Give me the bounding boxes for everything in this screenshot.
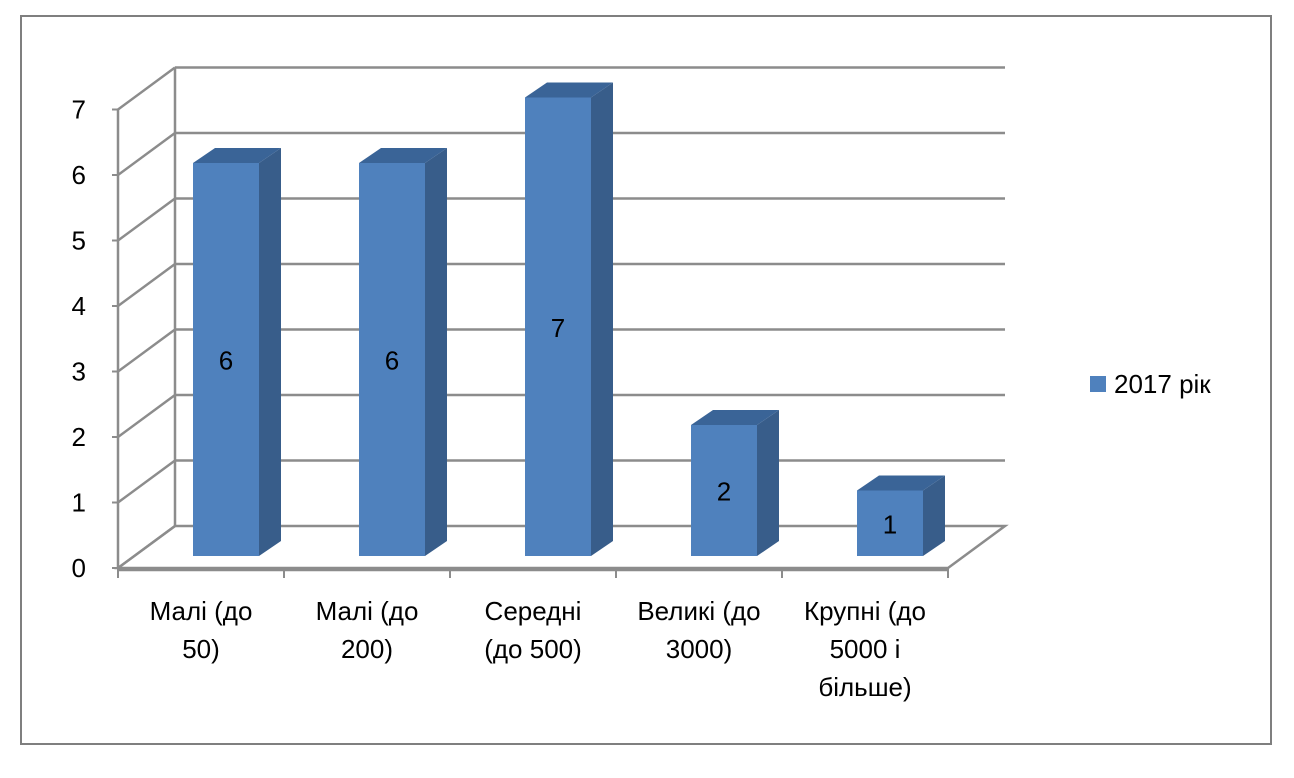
legend-swatch [1090, 376, 1106, 392]
category-label-line: 50) [182, 634, 220, 664]
bar [691, 425, 757, 556]
category-label: Великі (до 3000) [637, 596, 760, 664]
bar-side [425, 148, 447, 556]
category-label-line: Середні [485, 596, 582, 626]
category-label: Середні (до 500) [484, 596, 582, 664]
bar-top [857, 475, 945, 491]
y-tick-label: 1 [72, 488, 86, 518]
y-tick-label: 6 [72, 160, 86, 190]
category-label-line: 200) [341, 634, 393, 664]
legend-label: 2017 рік [1114, 369, 1211, 399]
category-label-line: 3000) [666, 634, 733, 664]
y-tick-label: 5 [72, 226, 86, 256]
side-gridline [117, 131, 176, 177]
category-label-line: Великі (до [637, 596, 760, 626]
bar [359, 163, 425, 556]
axes [116, 67, 949, 578]
bar [525, 97, 591, 556]
bar [857, 490, 923, 556]
y-tick-label: 2 [72, 422, 86, 452]
category-label-line: (до 500) [484, 634, 582, 664]
category-labels: Малі (до 50) Малі (до 200) Середні (до 500) Ве… [150, 596, 926, 702]
y-tick-label: 3 [72, 357, 86, 387]
data-label: 7 [551, 313, 565, 343]
bar-top [691, 410, 779, 425]
category-label-line: 5000 і [830, 634, 901, 664]
side-gridline [117, 524, 176, 570]
y-tick-label: 7 [72, 95, 86, 125]
bar-side [259, 148, 281, 556]
bar-side [757, 410, 779, 556]
data-labels: 6 6 7 2 1 [219, 313, 897, 540]
category-label-line: Малі (до [316, 596, 419, 626]
category-label-line: Малі (до [150, 596, 253, 626]
side-gridline [117, 328, 176, 373]
y-tick-label: 4 [72, 291, 86, 321]
bar-top [193, 148, 281, 163]
data-label: 1 [883, 509, 897, 539]
side-gridline [117, 262, 176, 308]
data-label: 2 [717, 477, 731, 507]
y-tick-label: 0 [72, 553, 86, 583]
data-label: 6 [385, 346, 399, 376]
side-gridline [117, 197, 176, 242]
category-label: Малі (до 200) [316, 596, 419, 664]
category-label: Крупні (до 5000 і більше) [804, 596, 926, 702]
bar-side [591, 82, 613, 556]
category-label: Малі (до 50) [150, 596, 253, 664]
bar-top [525, 82, 613, 98]
bars [193, 82, 945, 556]
bar [193, 163, 259, 556]
category-label-line: більше) [818, 672, 911, 702]
bar-top [359, 148, 447, 163]
category-label-line: Крупні (до [804, 596, 926, 626]
data-label: 6 [219, 346, 233, 376]
y-axis-ticks: 0 1 2 3 4 5 6 7 [72, 95, 118, 583]
side-gridline [117, 459, 176, 504]
legend: 2017 рік [1090, 369, 1211, 399]
bar-side [923, 475, 945, 556]
side-gridline [117, 66, 176, 111]
side-gridline [117, 393, 176, 439]
